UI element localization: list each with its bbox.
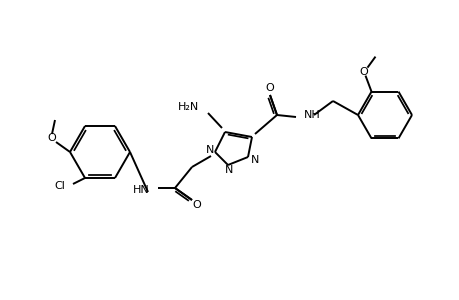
Text: HN: HN (133, 185, 150, 195)
Text: O: O (358, 67, 367, 76)
Text: Cl: Cl (54, 181, 65, 191)
Text: O: O (48, 133, 56, 143)
Text: O: O (265, 83, 274, 93)
Text: H₂N: H₂N (177, 102, 199, 112)
Text: N: N (224, 165, 233, 175)
Text: N: N (205, 145, 214, 155)
Text: O: O (192, 200, 201, 210)
Text: NH: NH (303, 110, 320, 120)
Text: N: N (250, 155, 258, 165)
